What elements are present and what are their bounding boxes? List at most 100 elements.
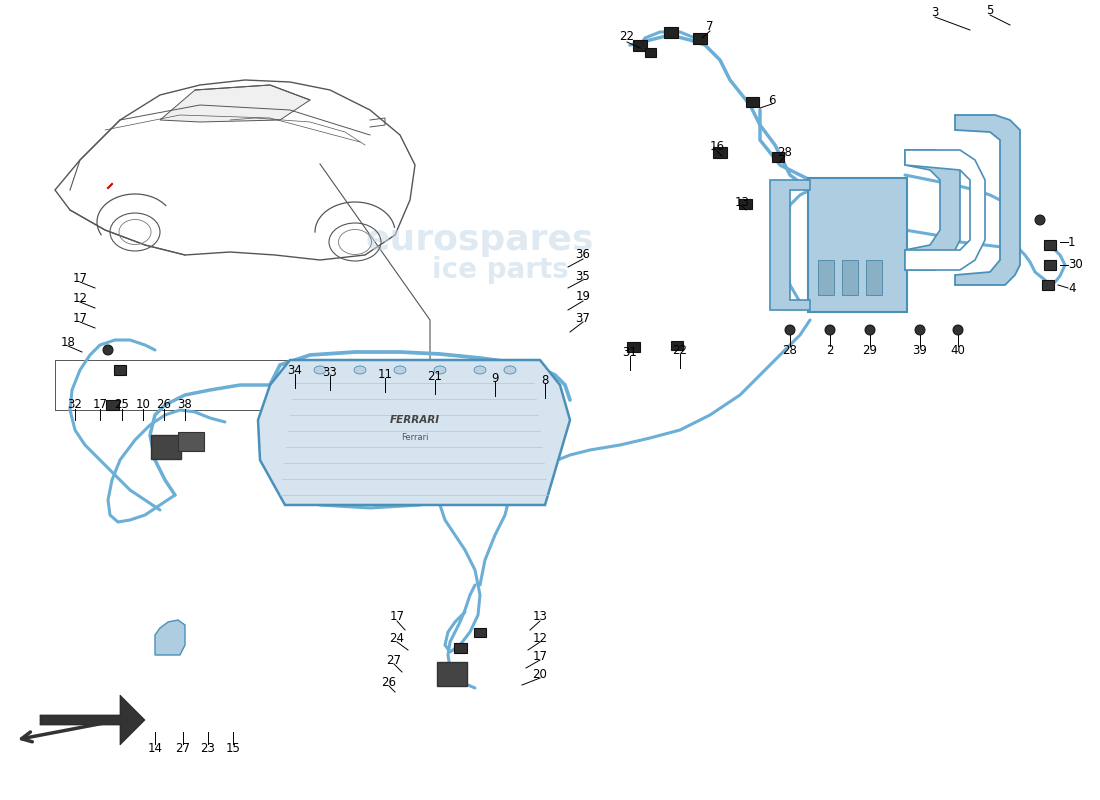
Text: 39: 39 bbox=[913, 343, 927, 357]
Text: 17: 17 bbox=[73, 271, 88, 285]
Polygon shape bbox=[955, 115, 1020, 285]
Polygon shape bbox=[905, 150, 984, 270]
FancyBboxPatch shape bbox=[645, 47, 656, 57]
Text: 14: 14 bbox=[147, 742, 163, 754]
FancyBboxPatch shape bbox=[437, 662, 468, 686]
Text: 27: 27 bbox=[176, 742, 190, 754]
Circle shape bbox=[103, 345, 113, 355]
FancyBboxPatch shape bbox=[453, 643, 466, 653]
FancyBboxPatch shape bbox=[664, 26, 678, 38]
FancyBboxPatch shape bbox=[177, 431, 204, 450]
Text: 1: 1 bbox=[1068, 235, 1076, 249]
Ellipse shape bbox=[434, 366, 446, 374]
FancyBboxPatch shape bbox=[738, 199, 751, 209]
Polygon shape bbox=[258, 360, 570, 505]
Text: 18: 18 bbox=[60, 335, 76, 349]
Text: 36: 36 bbox=[575, 249, 591, 262]
Polygon shape bbox=[55, 80, 415, 260]
FancyBboxPatch shape bbox=[114, 365, 126, 375]
Text: eurospares: eurospares bbox=[365, 223, 594, 257]
FancyBboxPatch shape bbox=[632, 39, 647, 50]
Text: 22: 22 bbox=[619, 30, 635, 43]
Text: 12: 12 bbox=[73, 291, 88, 305]
Text: 10: 10 bbox=[135, 398, 151, 411]
Text: 32: 32 bbox=[67, 398, 82, 411]
Text: 17: 17 bbox=[532, 650, 548, 662]
Text: 40: 40 bbox=[950, 343, 966, 357]
FancyBboxPatch shape bbox=[106, 400, 119, 410]
Polygon shape bbox=[40, 695, 145, 745]
Ellipse shape bbox=[314, 366, 326, 374]
FancyBboxPatch shape bbox=[746, 97, 759, 107]
Polygon shape bbox=[905, 150, 960, 270]
Text: 6: 6 bbox=[768, 94, 776, 106]
Bar bbox=[842, 260, 858, 295]
Text: 21: 21 bbox=[428, 370, 442, 382]
Circle shape bbox=[825, 325, 835, 335]
FancyBboxPatch shape bbox=[474, 627, 486, 637]
Text: 8: 8 bbox=[541, 374, 549, 386]
FancyBboxPatch shape bbox=[151, 435, 182, 459]
Text: 31: 31 bbox=[623, 346, 637, 358]
Text: 22: 22 bbox=[672, 343, 688, 357]
Text: 12: 12 bbox=[532, 631, 548, 645]
FancyBboxPatch shape bbox=[666, 27, 676, 37]
Text: 33: 33 bbox=[322, 366, 338, 378]
FancyBboxPatch shape bbox=[627, 342, 639, 352]
Ellipse shape bbox=[354, 366, 366, 374]
Text: 17: 17 bbox=[92, 398, 108, 411]
Text: 17: 17 bbox=[73, 311, 88, 325]
Text: 13: 13 bbox=[735, 195, 749, 209]
Text: 28: 28 bbox=[782, 343, 797, 357]
Text: 35: 35 bbox=[575, 270, 591, 282]
Polygon shape bbox=[155, 620, 185, 655]
Text: 25: 25 bbox=[114, 398, 130, 411]
Text: 20: 20 bbox=[532, 667, 548, 681]
Text: 11: 11 bbox=[377, 367, 393, 381]
FancyBboxPatch shape bbox=[1044, 260, 1056, 270]
Text: 9: 9 bbox=[492, 371, 498, 385]
Text: 13: 13 bbox=[532, 610, 548, 623]
Text: FERRARI: FERRARI bbox=[389, 415, 440, 425]
Text: 3: 3 bbox=[932, 6, 938, 18]
Text: 23: 23 bbox=[200, 742, 216, 754]
Circle shape bbox=[915, 325, 925, 335]
FancyBboxPatch shape bbox=[713, 146, 727, 158]
Circle shape bbox=[1035, 215, 1045, 225]
Text: 38: 38 bbox=[177, 398, 192, 411]
Text: 15: 15 bbox=[226, 742, 241, 754]
Circle shape bbox=[785, 325, 795, 335]
Text: ice parts: ice parts bbox=[431, 256, 569, 284]
Text: 26: 26 bbox=[382, 675, 396, 689]
Text: 4: 4 bbox=[1068, 282, 1076, 294]
Text: 26: 26 bbox=[156, 398, 172, 411]
Bar bbox=[866, 260, 882, 295]
Text: 37: 37 bbox=[575, 311, 591, 325]
Text: 34: 34 bbox=[287, 363, 303, 377]
Ellipse shape bbox=[504, 366, 516, 374]
Text: 27: 27 bbox=[386, 654, 402, 666]
Circle shape bbox=[865, 325, 874, 335]
Ellipse shape bbox=[394, 366, 406, 374]
Text: 17: 17 bbox=[389, 610, 405, 623]
Text: Ferrari: Ferrari bbox=[402, 433, 429, 442]
Circle shape bbox=[953, 325, 962, 335]
Text: 24: 24 bbox=[389, 631, 405, 645]
Ellipse shape bbox=[474, 366, 486, 374]
Polygon shape bbox=[160, 85, 310, 122]
Text: 28: 28 bbox=[778, 146, 792, 158]
FancyBboxPatch shape bbox=[634, 41, 646, 50]
FancyBboxPatch shape bbox=[1042, 280, 1054, 290]
FancyBboxPatch shape bbox=[671, 341, 683, 350]
Text: 29: 29 bbox=[862, 343, 878, 357]
Text: 2: 2 bbox=[826, 343, 834, 357]
FancyBboxPatch shape bbox=[693, 33, 707, 43]
Bar bbox=[818, 260, 834, 295]
Text: 7: 7 bbox=[706, 21, 714, 34]
Text: 30: 30 bbox=[1068, 258, 1082, 271]
FancyBboxPatch shape bbox=[694, 34, 706, 42]
FancyBboxPatch shape bbox=[1044, 240, 1056, 250]
Text: 16: 16 bbox=[710, 141, 725, 154]
FancyBboxPatch shape bbox=[808, 178, 908, 312]
Polygon shape bbox=[770, 180, 810, 310]
